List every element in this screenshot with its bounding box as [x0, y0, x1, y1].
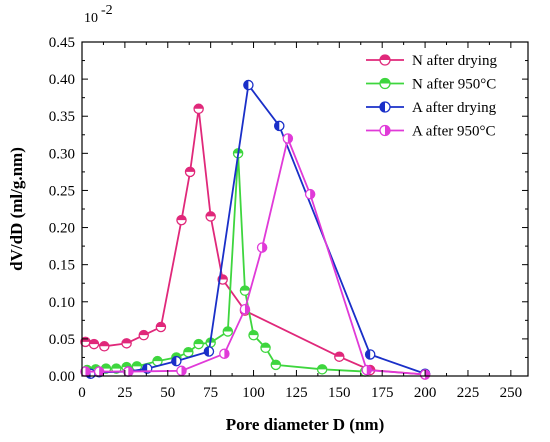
data-point [364, 349, 376, 360]
legend-label: N after 950°C [412, 77, 496, 93]
x-tick-label: 50 [160, 385, 175, 401]
data-point [88, 338, 100, 350]
data-point [379, 101, 391, 113]
data-point [193, 338, 204, 350]
series-1 [81, 148, 371, 377]
y-axis-title: dV/dD (ml/g.nm) [7, 147, 26, 271]
legend-item: N after drying [366, 53, 497, 69]
data-point [243, 79, 254, 91]
data-point [176, 214, 187, 226]
data-point [171, 355, 182, 367]
axis-exponent-base: 10 [84, 11, 98, 26]
data-point [205, 211, 216, 222]
y-tick-label: 0.10 [49, 295, 75, 311]
data-point [138, 329, 150, 341]
data-point [316, 364, 328, 375]
y-tick-label: 0.25 [49, 183, 75, 199]
data-point [379, 54, 391, 66]
data-point [282, 133, 294, 144]
y-tick-label: 0.00 [49, 369, 75, 385]
data-point [379, 77, 391, 90]
data-point [183, 346, 194, 358]
data-point [222, 326, 234, 337]
legend-label: A after 950°C [412, 124, 495, 140]
x-tick-label: 125 [285, 385, 308, 401]
y-tick-label: 0.45 [49, 35, 75, 51]
data-point [379, 124, 391, 137]
data-point [93, 366, 105, 377]
y-tick-label: 0.15 [49, 258, 75, 274]
ticks-layer: 0 25 50 75 100 125 150 175 200 225 250 0.00 0.05 0.10… [49, 35, 528, 401]
series-line [90, 82, 426, 375]
data-point [361, 364, 373, 376]
y-tick-label: 0.20 [49, 221, 75, 237]
axis-exponent-power: -2 [101, 3, 113, 18]
series-layer [80, 79, 431, 380]
x-axis-title: Pore diameter D (nm) [226, 415, 384, 434]
x-tick-label: 100 [242, 385, 265, 401]
legend-item: N after 950°C [366, 77, 496, 93]
legend-item: A after 950°C [366, 124, 495, 140]
data-point [274, 120, 285, 132]
data-point [304, 188, 316, 200]
x-tick-label: 150 [328, 385, 351, 401]
x-tick-label: 250 [500, 385, 523, 401]
data-point [203, 346, 215, 357]
data-point [239, 303, 251, 315]
x-tick-label: 175 [371, 385, 394, 401]
data-point [155, 321, 167, 333]
y-tick-label: 0.40 [49, 72, 75, 88]
data-point [256, 242, 268, 253]
x-tick-label: 200 [414, 385, 437, 401]
series-3 [80, 133, 431, 380]
y-tick-label: 0.30 [49, 146, 75, 162]
data-point [121, 338, 132, 349]
data-point [219, 348, 230, 359]
data-point [176, 365, 187, 377]
data-point [239, 285, 251, 296]
legend-label: N after drying [412, 53, 497, 69]
data-point [260, 342, 271, 354]
x-tick-label: 225 [457, 385, 480, 401]
legend: N after drying N after 950°C A after dryin… [366, 53, 497, 140]
data-point [99, 341, 110, 352]
y-tick-label: 0.05 [49, 332, 75, 348]
legend-label: A after drying [412, 100, 497, 116]
data-point [270, 359, 282, 371]
data-point [184, 166, 196, 178]
x-tick-label: 0 [78, 385, 86, 401]
legend-item: A after drying [366, 100, 497, 116]
data-point [193, 103, 204, 115]
series-0 [80, 103, 431, 380]
data-point [248, 329, 259, 341]
x-tick-label: 25 [117, 385, 132, 401]
y-tick-label: 0.35 [49, 109, 75, 125]
x-tick-label: 75 [203, 385, 218, 401]
data-point [334, 351, 345, 362]
